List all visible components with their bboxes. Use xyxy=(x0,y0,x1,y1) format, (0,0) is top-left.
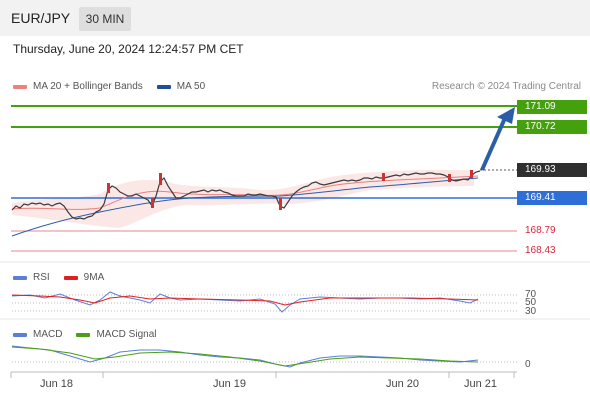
xaxis-label-jun19: Jun 19 xyxy=(213,378,247,390)
macd-zero-label: 0 xyxy=(525,359,531,370)
macd-signal-legend-swatch xyxy=(76,332,91,337)
support-2-label: 168.43 xyxy=(525,245,556,256)
rsi-legend-label: RSI xyxy=(33,272,50,283)
support-1-label: 168.79 xyxy=(525,225,556,236)
macd-line xyxy=(11,345,479,368)
bollinger-legend-label: MA 20 + Bollinger Bands xyxy=(33,81,143,92)
rsi-legend: RSI 9MA xyxy=(13,272,104,283)
header-bar: EUR/JPY 30 MIN xyxy=(0,0,590,36)
xaxis-label-jun20: Jun 20 xyxy=(386,378,420,390)
rsi-50-label: 50 xyxy=(525,297,537,308)
pivot-label: 169.41 xyxy=(517,191,587,205)
candle-bodies xyxy=(107,170,473,210)
xaxis-label-jun21: Jun 21 xyxy=(464,378,498,390)
ma50-legend-swatch xyxy=(156,84,171,89)
rsi-9ma-line xyxy=(11,294,479,306)
price-candles xyxy=(11,170,481,220)
forecast-arrow-shaft xyxy=(480,117,507,171)
bollinger-legend-swatch xyxy=(13,84,27,89)
ma50-legend-label: MA 50 xyxy=(176,81,206,92)
ma20-line xyxy=(11,175,479,210)
macd-signal-line xyxy=(11,346,479,367)
bollinger-band-area xyxy=(12,170,474,228)
resistance-1-label: 170.72 xyxy=(517,120,587,134)
rsi-9ma-legend-swatch xyxy=(63,275,78,280)
macd-legend: MACD MACD Signal xyxy=(13,329,156,340)
rsi-30-label: 30 xyxy=(525,306,537,317)
main-legend: MA 20 + Bollinger Bands MA 50 xyxy=(13,81,205,92)
macd-signal-legend-label: MACD Signal xyxy=(96,329,157,340)
timeframe-button[interactable]: 30 MIN xyxy=(79,7,131,31)
resistance-2-label: 171.09 xyxy=(517,100,587,114)
rsi-70-label: 70 xyxy=(525,289,537,300)
rsi-legend-swatch xyxy=(13,275,27,280)
current-price-label: 169.93 xyxy=(517,163,587,177)
research-credit: Research © 2024 Trading Central xyxy=(431,81,581,92)
macd-legend-label: MACD xyxy=(33,329,63,340)
timestamp: Thursday, June 20, 2024 12:24:57 PM CET xyxy=(13,42,244,56)
forecast-arrow-head xyxy=(497,107,515,124)
rsi-9ma-legend-label: 9MA xyxy=(83,272,105,283)
macd-legend-swatch xyxy=(13,332,27,337)
xaxis-label-jun18: Jun 18 xyxy=(40,378,74,390)
symbol-title: EUR/JPY xyxy=(11,10,71,26)
